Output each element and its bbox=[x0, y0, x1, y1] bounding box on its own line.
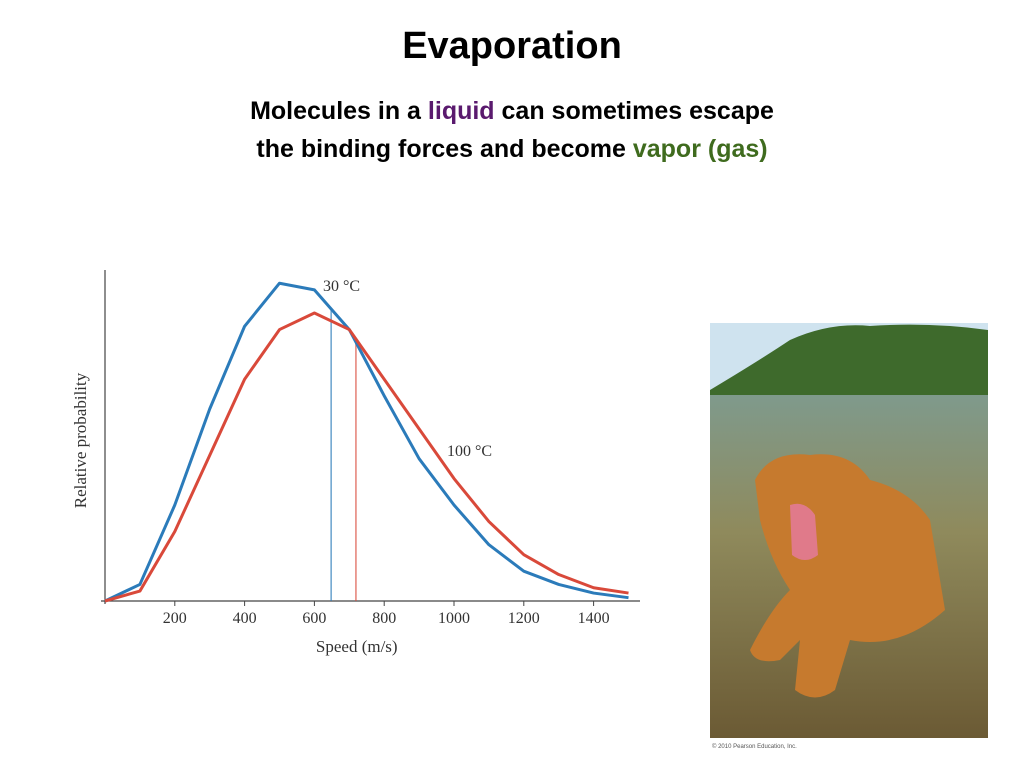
series-line bbox=[104, 311, 629, 603]
series-line bbox=[104, 281, 629, 603]
slide-title: Evaporation bbox=[402, 25, 622, 67]
subtitle-text: can sometimes escape bbox=[495, 97, 774, 125]
x-tick-label: 1000 bbox=[438, 610, 470, 627]
subtitle-line: Molecules in a liquid can sometimes esca… bbox=[250, 97, 774, 125]
trees bbox=[710, 324, 988, 398]
subtitle-text: Molecules in a bbox=[250, 97, 428, 125]
series-label: 100 °C bbox=[447, 443, 492, 460]
x-tick-label: 600 bbox=[302, 610, 326, 627]
subtitle-line: the binding forces and become vapor (gas… bbox=[256, 135, 767, 163]
tongue bbox=[790, 503, 818, 560]
subtitle-highlight: liquid bbox=[428, 97, 495, 125]
subtitle-highlight: vapor (gas) bbox=[633, 135, 768, 163]
photo-credit: © 2010 Pearson Education, Inc. bbox=[712, 743, 797, 750]
x-axis-label: Speed (m/s) bbox=[316, 637, 398, 656]
x-tick-label: 1400 bbox=[578, 610, 610, 627]
x-tick-label: 200 bbox=[163, 610, 187, 627]
chart: 200 400 600 800 1000 1200 1400 Speed (m/s) Relat… bbox=[71, 270, 640, 656]
y-axis-label: Relative probability bbox=[71, 372, 90, 508]
photo: © 2010 Pearson Education, Inc. bbox=[710, 323, 988, 750]
x-tick-label: 800 bbox=[372, 610, 396, 627]
series-label: 30 °C bbox=[323, 278, 360, 295]
x-tick-label: 400 bbox=[233, 610, 257, 627]
subtitle-text: the binding forces and become bbox=[256, 135, 632, 163]
x-tick-label: 1200 bbox=[508, 610, 540, 627]
